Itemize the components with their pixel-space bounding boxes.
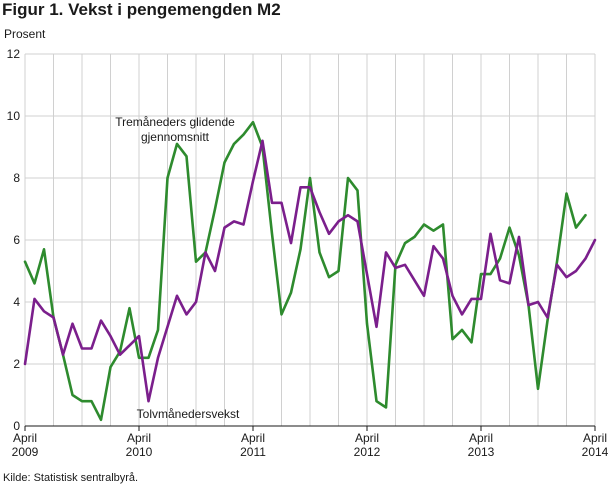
x-tick-label-month: April	[583, 431, 607, 445]
series-line-tremaneders	[23, 120, 587, 422]
series-label-tremaneders-line2: gjennomsnitt	[141, 130, 210, 144]
x-tick-label-month: April	[241, 431, 265, 445]
x-tick-label-year: 2009	[12, 445, 39, 459]
y-tick-label: 0	[13, 419, 20, 433]
x-tick-label-year: 2010	[126, 445, 153, 459]
y-tick-label: 4	[13, 295, 20, 309]
series-label-tolvmaneders: Tolvmånedersvekst	[137, 407, 240, 421]
y-tick-label: 10	[7, 109, 21, 123]
source-note: Kilde: Statistisk sentralbyrå.	[3, 472, 139, 484]
x-tick-label-year: 2012	[354, 445, 381, 459]
y-tick-label: 8	[13, 171, 20, 185]
y-axis-label: Prosent	[4, 27, 46, 41]
series-line-tolvmaneders	[23, 139, 597, 403]
x-tick-label-year: 2011	[240, 445, 266, 459]
x-tick-label-month: April	[127, 431, 151, 445]
x-tick-label-month: April	[13, 431, 37, 445]
x-tick-label-year: 2014	[582, 445, 609, 459]
x-tick-label-month: April	[355, 431, 379, 445]
x-tick-label-year: 2013	[468, 445, 495, 459]
series-label-tremaneders: Tremåneders glidende	[115, 115, 235, 129]
x-tick-label-month: April	[469, 431, 493, 445]
y-tick-label: 12	[7, 47, 21, 61]
y-tick-label: 6	[13, 233, 20, 247]
y-tick-label: 2	[13, 357, 20, 371]
chart-title: Figur 1. Vekst i pengemengden M2	[2, 0, 281, 19]
